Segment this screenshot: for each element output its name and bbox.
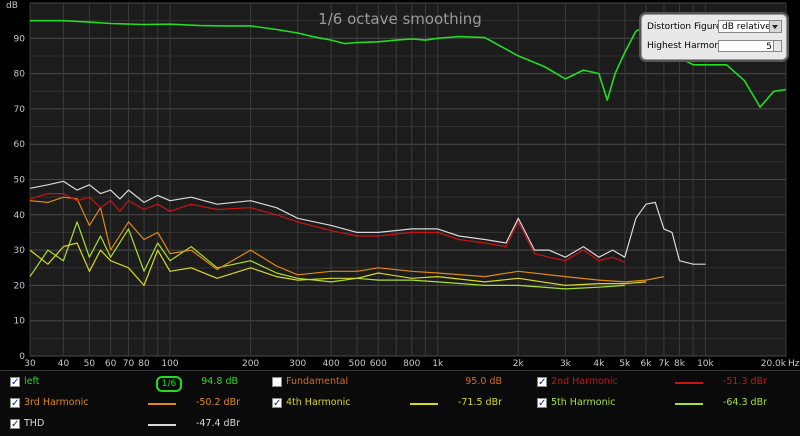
series-line-h5 (29, 221, 625, 290)
distortion-figures-row: Distortion Figures: dB relative (647, 20, 782, 34)
distortion-figures-label: Distortion Figures: (647, 22, 730, 32)
x-tick-label: 50 (84, 359, 96, 369)
x-axis-unit: Hz (788, 359, 800, 369)
legend-item-5th-harmonic: 5th Harmonic -64.3 dBr (535, 394, 775, 413)
left-value: 94.8 dB (201, 376, 238, 387)
highest-harmonic-input[interactable]: 5 (718, 40, 782, 52)
series-line-h2 (29, 193, 626, 264)
x-tick-label: 2k (513, 359, 525, 369)
x-tick-label: 200 (242, 359, 259, 369)
x-tick-label: 600 (370, 359, 387, 369)
y-tick-label: 60 (14, 140, 26, 150)
fundamental-checkbox[interactable] (272, 377, 282, 387)
distortion-figures-value: dB relative (722, 22, 771, 32)
x-tick-label: 4k (593, 359, 605, 369)
2nd-harmonic-label: 2nd Harmonic (551, 376, 618, 387)
x-tick-label: 8k (674, 359, 686, 369)
x-tick-label: 60 (105, 359, 117, 369)
x-tick-label: 800 (403, 359, 420, 369)
y-tick-label: 10 (14, 317, 26, 327)
x-tick-label: 100 (161, 359, 178, 369)
legend-panel: left 1/6 94.8 dB Fundamental 95.0 dB 2nd… (0, 370, 800, 436)
series-line-thd (29, 180, 706, 265)
3rd-harmonic-label: 3rd Harmonic (24, 397, 89, 408)
thd-value: -47.4 dBr (195, 418, 240, 429)
x-tick-label: 10k (697, 359, 714, 369)
series-line-left (30, 19, 787, 108)
4th-harmonic-label: 4th Harmonic (286, 397, 351, 408)
x-tick-label: 500 (349, 359, 366, 369)
y-tick-label: 30 (14, 246, 26, 256)
5th-harmonic-checkbox[interactable] (537, 395, 547, 413)
smoothing-button[interactable]: 1/6 (156, 376, 182, 392)
chart-title: 1/6 octave smoothing (318, 10, 482, 28)
highest-harmonic-value: 5 (766, 42, 772, 52)
highest-harmonic-row: Highest Harmonic: 5 (647, 40, 782, 53)
4th-harmonic-value: -71.5 dBr (457, 397, 502, 408)
y-tick-label: 70 (14, 105, 26, 115)
grid-lines (29, 2, 787, 357)
5th-harmonic-label: 5th Harmonic (551, 397, 616, 408)
distortion-settings-panel: Distortion Figures: dB relative Highest … (641, 14, 787, 60)
5th-harmonic-swatch (675, 403, 703, 405)
3rd-harmonic-swatch (148, 403, 176, 405)
series-line-h4 (29, 242, 647, 286)
y-axis-unit: dB (6, 1, 18, 11)
spinner-arrows-icon[interactable] (773, 41, 781, 51)
legend-item-fundamental: Fundamental 95.0 dB (270, 373, 510, 391)
thd-label: THD (24, 418, 45, 429)
3rd-harmonic-value: -50.2 dBr (195, 397, 240, 408)
chevron-down-icon[interactable] (769, 21, 781, 32)
2nd-harmonic-checkbox[interactable] (537, 374, 547, 392)
x-tick-label: 3k (560, 359, 572, 369)
highest-harmonic-label: Highest Harmonic: (647, 41, 731, 51)
y-axis-ticks: 0 10 20 30 40 50 60 70 80 90 (14, 34, 26, 362)
y-tick-label: 50 (14, 176, 26, 186)
x-tick-label: 70 (123, 359, 135, 369)
fundamental-value: 95.0 dB (465, 376, 502, 387)
2nd-harmonic-swatch (675, 382, 703, 384)
4th-harmonic-swatch (410, 403, 438, 405)
left-label: left (24, 376, 40, 387)
thd-swatch (148, 424, 176, 426)
x-tick-label: 40 (58, 359, 70, 369)
x-tick-label: 5k (619, 359, 631, 369)
legend-item-left: left 1/6 94.8 dB (8, 373, 248, 392)
legend-item-4th-harmonic: 4th Harmonic -71.5 dBr (270, 394, 510, 413)
x-axis-ticks: 30 40 50 60 70 80 100 200 300 400 500 600 800 1k 2k 3k 4… (24, 359, 787, 369)
2nd-harmonic-value: -51.3 dBr (722, 376, 767, 387)
y-tick-label: 90 (14, 34, 26, 44)
x-tick-label: 1k (432, 359, 444, 369)
fundamental-label: Fundamental (286, 376, 349, 387)
y-tick-label: 20 (14, 281, 26, 291)
x-tick-label: 30 (24, 359, 36, 369)
y-tick-label: 0 (19, 352, 25, 362)
thd-checkbox[interactable] (10, 416, 20, 434)
legend-item-thd: THD -47.4 dBr (8, 415, 248, 434)
left-checkbox[interactable] (10, 374, 20, 392)
distortion-figures-select[interactable]: dB relative (718, 20, 782, 33)
x-tick-label: 6k (641, 359, 653, 369)
4th-harmonic-checkbox[interactable] (272, 395, 282, 413)
x-tick-label: 20.0k (761, 359, 787, 369)
x-tick-label: 80 (138, 359, 150, 369)
legend-item-3rd-harmonic: 3rd Harmonic -50.2 dBr (8, 394, 248, 413)
x-tick-label: 7k (658, 359, 670, 369)
series-line-h3 (29, 196, 665, 283)
x-tick-label: 300 (289, 359, 306, 369)
y-tick-label: 40 (14, 211, 26, 221)
x-tick-label: 400 (323, 359, 340, 369)
series-layer (29, 19, 787, 290)
y-tick-label: 80 (14, 70, 26, 80)
legend-item-2nd-harmonic: 2nd Harmonic -51.3 dBr (535, 373, 775, 392)
5th-harmonic-value: -64.3 dBr (722, 397, 767, 408)
3rd-harmonic-checkbox[interactable] (10, 395, 20, 413)
